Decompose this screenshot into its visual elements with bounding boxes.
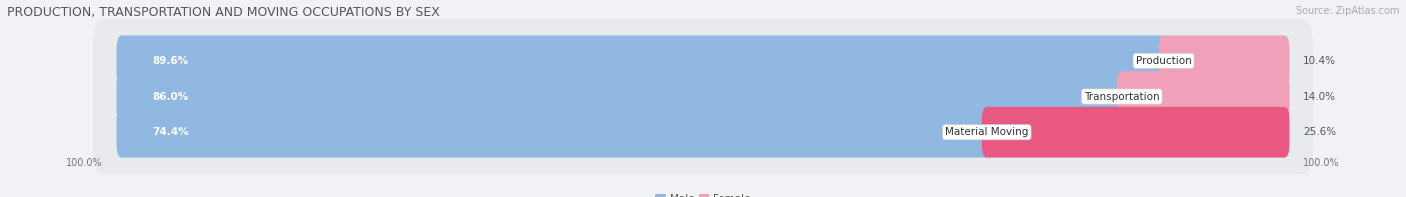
Text: 25.6%: 25.6%: [1303, 127, 1336, 137]
FancyBboxPatch shape: [1159, 35, 1289, 86]
Text: 86.0%: 86.0%: [152, 92, 188, 101]
FancyBboxPatch shape: [93, 19, 1313, 103]
FancyBboxPatch shape: [93, 90, 1313, 174]
FancyBboxPatch shape: [117, 35, 1168, 86]
FancyBboxPatch shape: [93, 55, 1313, 138]
Text: 10.4%: 10.4%: [1303, 56, 1336, 66]
FancyBboxPatch shape: [117, 107, 991, 158]
Text: 89.6%: 89.6%: [152, 56, 188, 66]
Text: Material Moving: Material Moving: [945, 127, 1028, 137]
Text: Transportation: Transportation: [1084, 92, 1160, 101]
Legend: Male, Female: Male, Female: [651, 190, 755, 197]
Text: 14.0%: 14.0%: [1303, 92, 1336, 101]
FancyBboxPatch shape: [117, 71, 1126, 122]
Text: PRODUCTION, TRANSPORTATION AND MOVING OCCUPATIONS BY SEX: PRODUCTION, TRANSPORTATION AND MOVING OC…: [7, 6, 440, 19]
Text: 74.4%: 74.4%: [152, 127, 188, 137]
Text: Production: Production: [1136, 56, 1191, 66]
FancyBboxPatch shape: [1116, 71, 1289, 122]
FancyBboxPatch shape: [981, 107, 1289, 158]
Text: Source: ZipAtlas.com: Source: ZipAtlas.com: [1295, 6, 1399, 16]
